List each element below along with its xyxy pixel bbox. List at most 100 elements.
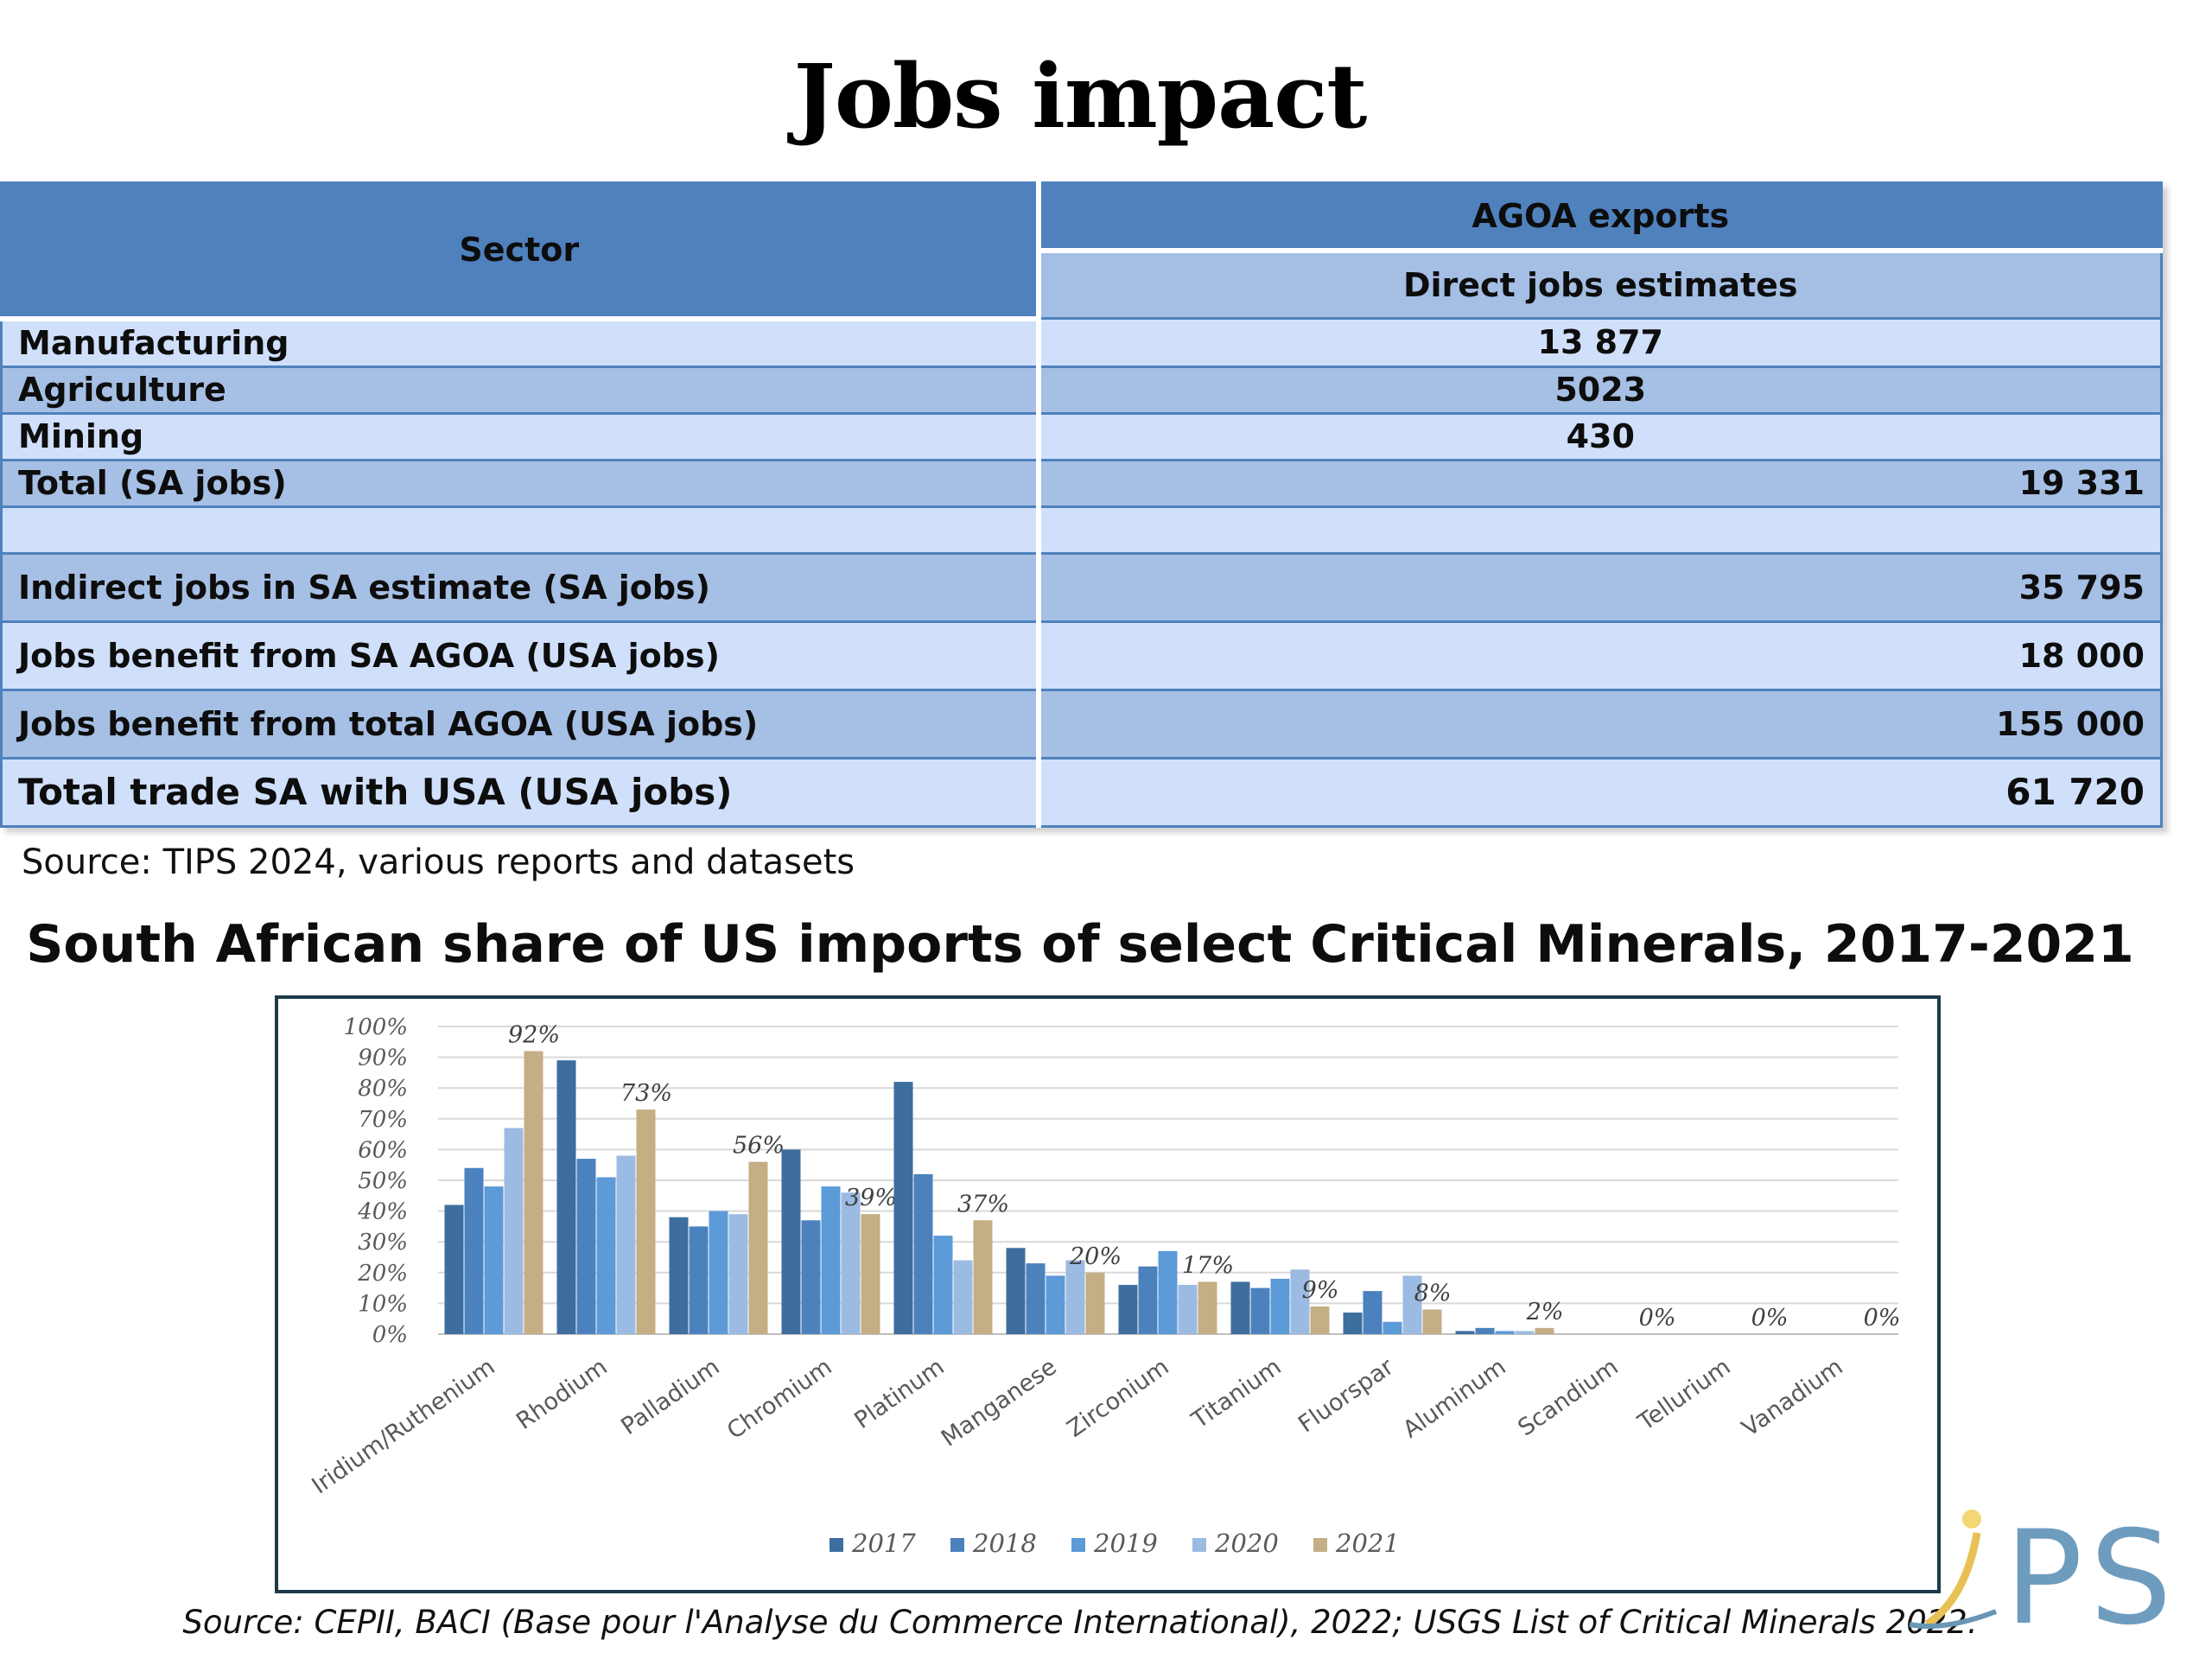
bar-2021 <box>524 1051 543 1334</box>
row-label: Jobs benefit from total AGOA (USA jobs) <box>0 688 1039 760</box>
y-tick-label: 40% <box>357 1199 408 1225</box>
y-tick-label: 100% <box>344 1014 408 1040</box>
y-tick-label: 60% <box>358 1137 408 1163</box>
row-label: Manufacturing <box>0 317 1039 368</box>
table-row: Agriculture 5023 <box>0 365 2163 415</box>
legend-swatch-2018 <box>950 1538 964 1552</box>
row-value: 155 000 <box>1035 688 2163 760</box>
x-category-label: Manganese <box>937 1353 1062 1452</box>
bar-2020 <box>616 1155 636 1334</box>
data-label: 17% <box>1182 1252 1234 1279</box>
bar-2018 <box>689 1226 709 1334</box>
bar-2017 <box>1455 1331 1475 1334</box>
row-label: Mining <box>0 411 1039 461</box>
table-row-empty <box>0 505 2163 555</box>
legend-label-2018: 2018 <box>972 1529 1037 1558</box>
bar-2021 <box>1198 1281 1217 1334</box>
y-tick-label: 90% <box>358 1046 408 1071</box>
logo-swoosh <box>1924 1532 1981 1628</box>
chart-frame: 0% 10% 20% 30% 40% 50% 60% 70% 80% 90% 100% 92% Irid… <box>275 995 1941 1593</box>
bar-2018 <box>1363 1291 1382 1334</box>
row-label: Total trade SA with USA (USA jobs) <box>0 756 1039 828</box>
row-label: Agriculture <box>0 365 1039 415</box>
table-row: Indirect jobs in SA estimate (SA jobs) 3… <box>0 551 2163 623</box>
table-row: Jobs benefit from SA AGOA (USA jobs) 18 … <box>0 620 2163 691</box>
legend-swatch-2020 <box>1192 1538 1206 1552</box>
bar-2020 <box>728 1214 748 1334</box>
x-category-label: Zirconium <box>1063 1353 1174 1442</box>
data-label: 0% <box>1639 1305 1676 1332</box>
data-label: 9% <box>1302 1277 1339 1304</box>
bar-2019 <box>933 1236 953 1334</box>
row-value <box>1035 505 2163 555</box>
legend-swatch-2019 <box>1071 1538 1085 1552</box>
y-tick-label: 10% <box>358 1291 408 1317</box>
table-row: Manufacturing 13 877 <box>0 317 2163 368</box>
bar-2017 <box>556 1060 576 1334</box>
x-category-label: Palladium <box>616 1353 724 1440</box>
row-value: 430 <box>1035 411 2163 461</box>
bar-2021 <box>1422 1309 1442 1334</box>
y-tick-label: 30% <box>358 1230 408 1255</box>
table-row: Mining 430 <box>0 411 2163 461</box>
legend-label-2017: 2017 <box>851 1529 916 1558</box>
bar-2019 <box>1495 1331 1515 1334</box>
legend-label-2021: 2021 <box>1335 1529 1400 1558</box>
x-category-label: Iridium/Ruthenium <box>307 1353 499 1499</box>
bar-2020 <box>953 1260 973 1334</box>
bar-2020 <box>1402 1275 1422 1334</box>
bar-2021 <box>1535 1327 1554 1334</box>
data-label: 73% <box>620 1080 672 1107</box>
bar-2019 <box>1382 1321 1402 1334</box>
bar-2017 <box>893 1082 913 1334</box>
data-label: 0% <box>1864 1305 1901 1332</box>
bar-2018 <box>1026 1263 1046 1334</box>
bar-2019 <box>596 1177 616 1334</box>
bar-2019 <box>484 1186 504 1334</box>
table-source: Source: TIPS 2024, various reports and d… <box>22 842 855 882</box>
bar-2017 <box>781 1149 801 1334</box>
row-label <box>0 505 1039 555</box>
bar-2017 <box>1230 1281 1250 1334</box>
table-row: Jobs benefit from total AGOA (USA jobs) … <box>0 688 2163 760</box>
table-row: Total trade SA with USA (USA jobs) 61 72… <box>0 756 2163 828</box>
row-label: Indirect jobs in SA estimate (SA jobs) <box>0 551 1039 623</box>
x-category-label: Chromium <box>722 1353 837 1445</box>
bar-2019 <box>1046 1275 1065 1334</box>
bar-2021 <box>748 1161 768 1334</box>
row-value: 19 331 <box>1035 458 2163 508</box>
bar-2018 <box>576 1159 596 1334</box>
data-label: 0% <box>1751 1305 1789 1332</box>
logo-dot <box>1962 1510 1981 1529</box>
x-category-label: Aluminum <box>1398 1353 1510 1443</box>
data-label: 37% <box>957 1191 1009 1217</box>
bar-2018 <box>1250 1287 1270 1334</box>
row-label: Jobs benefit from SA AGOA (USA jobs) <box>0 620 1039 691</box>
x-category-label: Titanium <box>1186 1353 1287 1434</box>
bar-2019 <box>1270 1278 1290 1334</box>
bar-2017 <box>1343 1313 1363 1334</box>
data-label: 20% <box>1069 1243 1122 1270</box>
bar-2017 <box>669 1217 689 1334</box>
bar-2017 <box>1006 1248 1026 1334</box>
y-tick-label: 70% <box>358 1107 408 1133</box>
bar-2021 <box>861 1214 880 1334</box>
bar-2021 <box>1310 1306 1330 1334</box>
logo-text: PS <box>2005 1503 2179 1642</box>
bar-2019 <box>821 1186 841 1334</box>
legend-label-2020: 2020 <box>1214 1529 1279 1558</box>
chart-title: South African share of US imports of sel… <box>26 914 2134 975</box>
x-category-label: Vanadium <box>1738 1353 1848 1442</box>
y-tick-label: 80% <box>358 1076 408 1102</box>
row-value: 35 795 <box>1035 551 2163 623</box>
data-label: 92% <box>508 1021 560 1048</box>
data-label: 2% <box>1526 1299 1564 1325</box>
row-value: 61 720 <box>1035 756 2163 828</box>
row-label: Total (SA jobs) <box>0 458 1039 508</box>
row-value: 18 000 <box>1035 620 2163 691</box>
bar-2021 <box>973 1220 993 1334</box>
y-tick-label: 50% <box>358 1168 408 1194</box>
bar-2020 <box>1290 1269 1310 1334</box>
row-value: 13 877 <box>1035 317 2163 368</box>
bar-2020 <box>1515 1331 1535 1334</box>
